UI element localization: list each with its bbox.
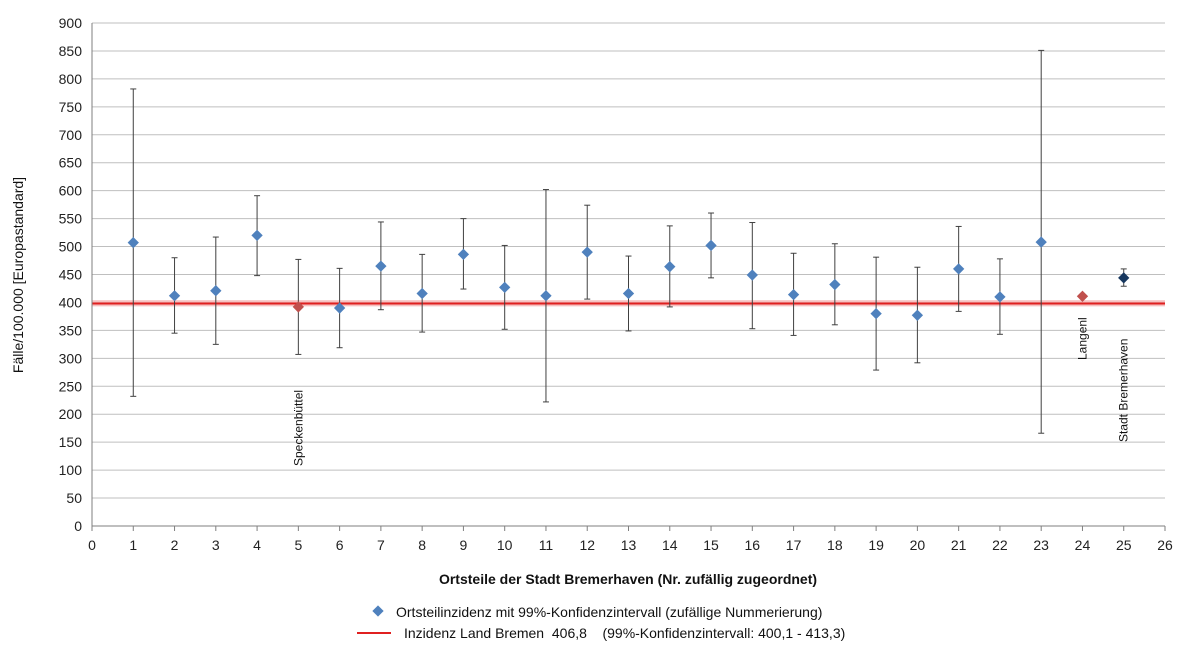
x-tick-label: 3: [212, 537, 220, 553]
legend-label-reference: Inzidenz Land Bremen 406,8 (99%-Konfiden…: [404, 625, 845, 641]
y-tick-label: 650: [59, 155, 83, 171]
data-point: [829, 278, 841, 291]
x-tick-label: 14: [662, 537, 678, 553]
data-point: [581, 246, 593, 258]
y-tick-label: 200: [59, 406, 83, 422]
y-tick-label: 900: [59, 15, 83, 31]
y-tick-label: 100: [59, 462, 83, 478]
x-tick-label: 11: [539, 537, 554, 553]
data-point: [870, 307, 882, 320]
y-tick-label: 50: [66, 490, 82, 506]
x-tick-label: 24: [1075, 537, 1091, 553]
x-tick-label: 6: [336, 537, 344, 553]
x-tick-label: 18: [827, 537, 843, 553]
x-tick-label: 13: [621, 537, 637, 553]
y-tick-label: 850: [59, 43, 83, 59]
x-tick-label: 2: [171, 537, 179, 553]
legend: Ortsteilinzidenz mit 99%-Konfidenzinterv…: [357, 604, 845, 641]
annotation-label: Speckenbüttel: [291, 390, 305, 466]
y-axis-title: Fälle/100.000 [Europastandard]: [10, 177, 26, 373]
data-point: [168, 290, 181, 302]
x-tick-label: 4: [253, 537, 261, 553]
y-tick-label: 300: [59, 350, 83, 366]
x-tick-labels: 0 1 2 3 4 5 6 7 8 9 10 11 12 13 14 15 16 17 18 19 20 21 22 23 24…: [88, 537, 1173, 553]
annotations: Speckenbüttel Langenl Stadt Bremerhaven: [291, 317, 1130, 466]
data-point: [664, 261, 676, 273]
x-tick-label: 20: [910, 537, 926, 553]
data-point: [540, 290, 552, 302]
data-point: [622, 287, 635, 300]
y-tick-label: 550: [59, 211, 83, 227]
data-point: [911, 309, 924, 321]
data-point: [251, 229, 263, 242]
x-tick-label: 12: [579, 537, 595, 553]
y-tick-label: 350: [59, 322, 83, 338]
x-tick-label: 15: [703, 537, 719, 553]
data-point: [416, 287, 428, 300]
x-tick-label: 25: [1116, 537, 1132, 553]
x-tick-label: 9: [460, 537, 468, 553]
x-tick-label: 23: [1033, 537, 1049, 553]
data-point: [952, 263, 965, 275]
data-point: [787, 288, 800, 301]
gridlines: [92, 22, 1165, 527]
y-tick-label: 600: [59, 183, 83, 199]
legend-marker-diamond: [372, 605, 384, 617]
x-tick-label: 8: [418, 537, 426, 553]
x-tick-label: 7: [377, 537, 385, 553]
data-point: [210, 285, 222, 297]
data-point: [457, 248, 470, 261]
x-axis-title: Ortsteile der Stadt Bremerhaven (Nr. zuf…: [439, 571, 817, 587]
error-bars: [130, 49, 1127, 434]
x-tick-label: 21: [951, 537, 967, 553]
x-tick-label: 0: [88, 537, 96, 553]
x-tick-label: 22: [992, 537, 1008, 553]
data-point: [1035, 236, 1047, 248]
annotation-label: Langenl: [1075, 317, 1089, 360]
y-tick-label: 250: [59, 378, 83, 394]
x-tick-label: 19: [868, 537, 884, 553]
x-tick-label: 16: [745, 537, 761, 553]
y-tick-label: 400: [59, 294, 83, 310]
data-point: [705, 239, 717, 252]
y-tick-label: 150: [59, 434, 83, 450]
x-tick-label: 5: [294, 537, 302, 553]
data-point: [1118, 272, 1130, 284]
y-tick-label: 450: [59, 267, 83, 283]
y-tick-label: 750: [59, 99, 83, 115]
data-point: [1076, 290, 1089, 302]
y-tick-label: 0: [74, 518, 82, 534]
x-tick-label: 10: [497, 537, 513, 553]
x-tick-label: 1: [129, 537, 137, 553]
y-tick-label: 700: [59, 127, 83, 143]
annotation-label: Stadt Bremerhaven: [1117, 339, 1131, 442]
y-tick-labels: 0 50 100 150 200 250 300 350 400 450 500 550 600 650 7…: [59, 15, 83, 534]
x-tick-label: 26: [1157, 537, 1173, 553]
y-tick-label: 800: [59, 71, 83, 87]
y-tick-label: 500: [59, 239, 83, 255]
x-tick-label: 17: [786, 537, 802, 553]
legend-label-series: Ortsteilinzidenz mit 99%-Konfidenzinterv…: [396, 604, 822, 620]
data-point: [746, 269, 758, 281]
data-point: [499, 281, 511, 294]
data-point: [375, 260, 387, 272]
axes: [91, 23, 1166, 531]
